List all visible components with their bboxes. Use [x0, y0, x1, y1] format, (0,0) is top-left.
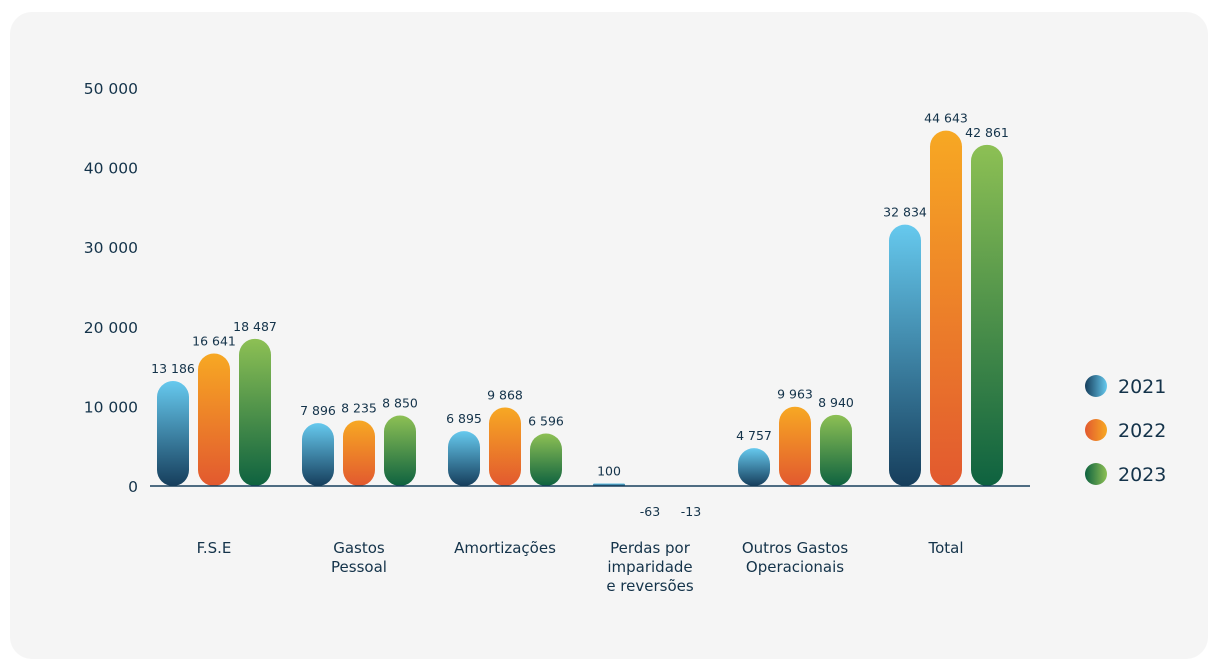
legend: 2021 2022 2023	[1085, 375, 1166, 486]
value-label: 100	[597, 464, 621, 479]
value-label: 9 963	[777, 387, 813, 402]
bar-2022	[489, 407, 521, 486]
x-axis: F.S.E Gastos Pessoal Amortizações Perdas por…	[197, 539, 964, 595]
x-category-label: Total	[927, 539, 963, 557]
legend-swatch	[1085, 463, 1107, 485]
value-label: 4 757	[736, 428, 772, 443]
value-label: 6 596	[528, 413, 564, 428]
value-label: 13 186	[151, 361, 195, 376]
bar-2023	[384, 415, 416, 486]
legend-swatch	[1085, 419, 1107, 441]
y-tick-label: 30 000	[84, 239, 138, 257]
bar-2021	[889, 224, 921, 486]
x-category-label: Gastos Pessoal	[331, 539, 387, 576]
bar-2022	[779, 406, 811, 486]
chart-card	[10, 12, 1208, 659]
legend-label: 2022	[1118, 420, 1166, 442]
value-label: 42 861	[965, 125, 1009, 140]
bar-2021	[738, 448, 770, 486]
legend-label: 2021	[1118, 376, 1166, 398]
y-tick-label: 0	[128, 478, 138, 496]
y-tick-label: 40 000	[84, 160, 138, 178]
bar-2021	[448, 431, 480, 486]
value-label: 6 895	[446, 411, 482, 426]
value-label: 18 487	[233, 319, 277, 334]
bar-2023	[530, 433, 562, 486]
bar-2022	[343, 420, 375, 486]
bar-2023	[820, 414, 852, 486]
value-label: 16 641	[192, 334, 236, 349]
legend-label: 2023	[1118, 464, 1166, 486]
x-category-label: Outros Gastos Operacionais	[742, 539, 848, 576]
y-axis: 0 10 000 20 000 30 000 40 000 50 000	[84, 80, 138, 496]
legend-swatch	[1085, 375, 1107, 397]
bar-2021	[302, 423, 334, 486]
x-category-label: Amortizações	[454, 539, 556, 557]
value-label: 8 850	[382, 396, 418, 411]
value-label: 32 834	[883, 205, 927, 220]
bar-2022	[930, 130, 962, 486]
x-category-label: F.S.E	[197, 539, 232, 557]
value-label: -13	[681, 504, 701, 519]
y-tick-label: 50 000	[84, 80, 138, 98]
bar-2023	[971, 144, 1003, 486]
y-tick-label: 10 000	[84, 398, 138, 416]
value-label: 9 868	[487, 387, 523, 402]
value-label: 44 643	[924, 111, 968, 126]
x-category-label: Perdas por imparidade e reversões	[606, 539, 694, 595]
bar-2022	[198, 353, 230, 486]
value-label: -63	[640, 504, 660, 519]
bar-2023	[239, 338, 271, 486]
y-tick-label: 20 000	[84, 319, 138, 337]
value-label: 8 235	[341, 400, 377, 415]
bar-2021	[157, 381, 189, 486]
value-label: 8 940	[818, 395, 854, 410]
value-label: 7 896	[300, 403, 336, 418]
